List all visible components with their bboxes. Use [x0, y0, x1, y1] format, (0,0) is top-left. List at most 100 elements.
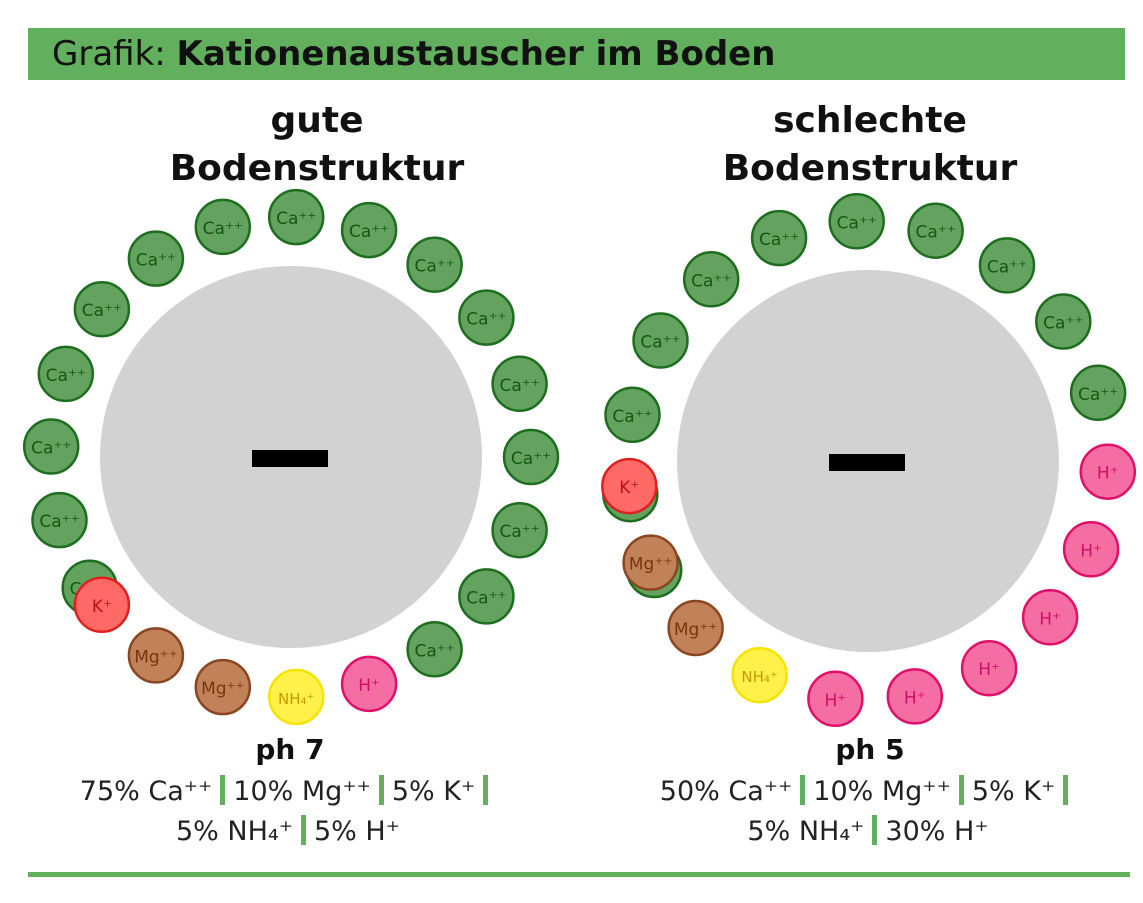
cation-h: H⁺: [340, 655, 398, 713]
cation-label: Ca⁺⁺: [640, 333, 680, 353]
cation-label: Ca⁺⁺: [466, 588, 506, 608]
cation-ca: Ca⁺⁺: [267, 188, 325, 246]
cation-label: Ca⁺⁺: [276, 209, 316, 229]
cation-circle: [1062, 521, 1120, 578]
cation-nh4: NH₄⁺: [731, 646, 788, 704]
cation-circle: [31, 491, 88, 549]
cation-ca: Ca⁺⁺: [458, 289, 515, 346]
cation-ca: Ca⁺⁺: [127, 230, 185, 287]
negative-charge-icon: [829, 454, 905, 471]
cation-circle: [491, 355, 548, 413]
cation-circle: [73, 576, 131, 634]
cation-ca: Ca⁺⁺: [1035, 293, 1092, 350]
panel-title-gut: gute Bodenstruktur: [137, 97, 497, 193]
cation-label: Ca⁺⁺: [915, 223, 955, 243]
cation-h: H⁺: [1021, 589, 1079, 646]
cation-h: H⁺: [1062, 521, 1120, 578]
composition-schlecht-line1: 50% Ca⁺⁺ 10% Mg⁺⁺ 5% K⁺: [588, 772, 1143, 812]
cation-circle: [1079, 443, 1137, 500]
cation-h: H⁺: [960, 639, 1018, 697]
cation-label: Ca⁺⁺: [499, 522, 539, 542]
cation-circle: [194, 658, 252, 716]
cation-circle: [406, 621, 463, 678]
composition-gut-k: 5% K⁺: [391, 776, 476, 807]
cation-label: Ca⁺⁺: [414, 641, 454, 661]
cation-label: Ca⁺⁺: [136, 251, 176, 271]
cation-ca: Ca⁺⁺: [750, 209, 808, 267]
panel-title-schlecht-line1: schlechte: [773, 100, 967, 141]
cation-circle: [601, 457, 658, 515]
cation-ca: Ca⁺⁺: [37, 345, 95, 403]
cation-ca: Ca⁺⁺: [340, 201, 398, 259]
header-bar: Grafik: Kationenaustauscher im Boden: [28, 28, 1125, 80]
cation-circle: [1035, 293, 1092, 350]
separator: [301, 815, 306, 845]
cation-ca: Ca⁺⁺: [828, 193, 885, 250]
cation-label: K⁺: [92, 597, 112, 617]
cation-ca: Ca⁺⁺: [907, 202, 964, 259]
separator: [220, 775, 226, 805]
panel-title-gut-line2: Bodenstruktur: [169, 148, 465, 189]
separator: [378, 775, 384, 805]
cation-h: H⁺: [807, 670, 864, 728]
cation-label: Ca⁺⁺: [39, 512, 79, 532]
composition-schlecht-ca: 50% Ca⁺⁺: [659, 776, 793, 807]
cation-circle: [632, 312, 689, 369]
ph-label-gut: ph 7: [255, 733, 325, 766]
cation-label: Ca⁺⁺: [414, 257, 454, 277]
cation-ca: Ca⁺⁺: [406, 621, 463, 678]
panel-title-schlecht-line2: Bodenstruktur: [722, 148, 1018, 189]
cation-label: Ca⁺⁺: [46, 366, 86, 386]
cation-circle: [458, 568, 515, 625]
cation-h: H⁺: [886, 668, 944, 725]
cation-circle: [267, 668, 325, 726]
cation-label: Ca⁺⁺: [466, 310, 506, 330]
cation-label: Mg⁺⁺: [629, 555, 672, 575]
separator: [872, 815, 878, 845]
cation-label: H⁺: [904, 688, 926, 708]
cation-circle: [37, 345, 95, 403]
cation-label: Ca⁺⁺: [612, 407, 652, 427]
cation-circle: [960, 639, 1018, 697]
cation-circle: [731, 646, 788, 704]
cation-h: H⁺: [1079, 443, 1137, 500]
cation-ca: Ca⁺⁺: [194, 198, 252, 256]
panel-title-schlecht: schlechte Bodenstruktur: [690, 97, 1050, 193]
cation-nh4: NH₄⁺: [267, 668, 325, 726]
cation-circle: [682, 251, 740, 308]
cation-circle: [340, 655, 398, 713]
cation-circle: [267, 188, 325, 246]
separator: [958, 775, 964, 805]
composition-schlecht-line2: 5% NH₄⁺ 30% H⁺: [588, 812, 1143, 852]
cation-circle: [1069, 364, 1127, 422]
cation-circle: [907, 202, 964, 259]
cation-mg: Mg⁺⁺: [194, 658, 252, 716]
cation-label: Ca⁺⁺: [837, 213, 877, 233]
composition-gut-mg: 10% Mg⁺⁺: [233, 776, 371, 807]
cation-circle: [127, 627, 185, 684]
header-main-title: Kationenaustauscher im Boden: [176, 34, 776, 74]
cation-ca: Ca⁺⁺: [978, 237, 1036, 294]
cation-label: K⁺: [619, 478, 639, 498]
cation-circle: [886, 668, 944, 725]
cation-label: Ca⁺⁺: [511, 449, 551, 469]
negative-charge-icon: [252, 450, 328, 467]
cation-label: Ca⁺⁺: [1043, 314, 1083, 334]
cation-label: H⁺: [1097, 464, 1119, 484]
cation-circle: [127, 230, 185, 287]
cation-circle: [73, 280, 131, 338]
cation-circle: [491, 501, 548, 559]
composition-schlecht-mg: 10% Mg⁺⁺: [813, 776, 951, 807]
cation-circle: [502, 428, 560, 486]
cation-circle: [406, 236, 463, 293]
bottom-divider: [28, 872, 1130, 877]
cation-label: Mg⁺⁺: [201, 679, 244, 699]
cation-ca: Ca⁺⁺: [491, 501, 548, 559]
cation-k: K⁺: [73, 576, 131, 634]
cation-circle: [750, 209, 808, 267]
composition-gut-nh4: 5% NH₄⁺: [176, 816, 293, 847]
cation-ca: Ca⁺⁺: [682, 251, 740, 308]
cation-circle: [340, 201, 398, 259]
composition-gut-line2: 5% NH₄⁺ 5% H⁺: [8, 812, 568, 852]
separator: [483, 775, 489, 805]
